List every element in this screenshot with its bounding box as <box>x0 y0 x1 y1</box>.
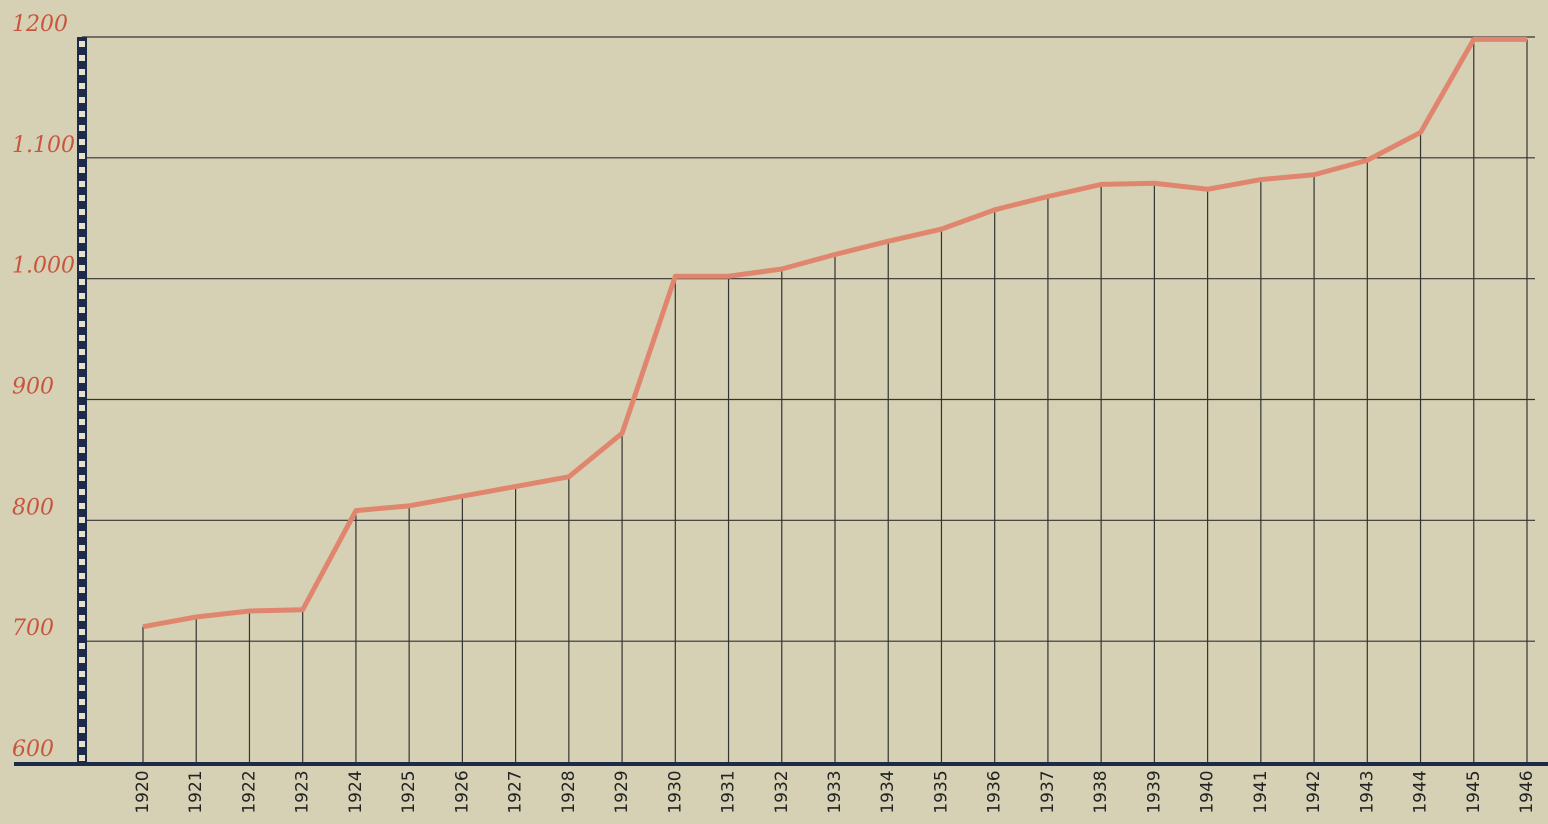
y-axis-check <box>79 293 85 299</box>
y-axis-check <box>79 251 85 257</box>
y-axis-check <box>79 447 85 453</box>
y-axis-check <box>79 475 85 481</box>
y-axis-check <box>79 741 85 747</box>
y-axis-check <box>79 727 85 733</box>
y-tick-label: 900 <box>12 375 54 400</box>
x-tick-label: 1943 <box>1357 770 1377 813</box>
x-tick-label: 1934 <box>878 770 898 813</box>
y-axis-check <box>79 83 85 89</box>
x-tick-label: 1920 <box>133 770 153 813</box>
y-axis-check <box>79 419 85 425</box>
y-tick-label: 800 <box>12 495 54 520</box>
y-axis-check <box>79 531 85 537</box>
y-axis-check <box>79 321 85 327</box>
y-tick-label: 1200 <box>12 12 68 37</box>
x-tick-label: 1933 <box>825 770 845 813</box>
x-tick-label: 1931 <box>719 770 739 813</box>
x-tick-label: 1922 <box>239 770 259 813</box>
x-tick-label: 1935 <box>931 770 951 813</box>
y-axis-check <box>79 195 85 201</box>
y-axis-check <box>79 335 85 341</box>
y-axis-check <box>79 223 85 229</box>
x-tick-label: 1944 <box>1411 770 1431 813</box>
y-axis-check <box>79 643 85 649</box>
x-tick-label: 1937 <box>1038 770 1058 813</box>
x-tick-label: 1941 <box>1251 770 1271 813</box>
y-axis-check <box>79 587 85 593</box>
y-axis-check <box>79 699 85 705</box>
y-tick-label: 600 <box>12 737 54 762</box>
y-axis-check <box>79 111 85 117</box>
y-tick-label: 1.100 <box>12 133 75 158</box>
x-tick-label: 1921 <box>186 770 206 813</box>
y-axis-check <box>79 601 85 607</box>
y-axis-check <box>79 755 85 761</box>
y-axis-check <box>79 307 85 313</box>
y-axis-check <box>79 713 85 719</box>
y-axis-check <box>79 503 85 509</box>
x-tick-label: 1926 <box>452 770 472 813</box>
x-tick-label: 1936 <box>985 770 1005 813</box>
x-tick-label: 1946 <box>1517 770 1537 813</box>
y-axis-check <box>79 237 85 243</box>
y-axis-check <box>79 181 85 187</box>
y-axis-check <box>79 461 85 467</box>
x-tick-label: 1928 <box>559 770 579 813</box>
y-axis-check <box>79 265 85 271</box>
y-axis-check <box>79 517 85 523</box>
y-axis-check <box>79 545 85 551</box>
x-tick-label: 1925 <box>399 770 419 813</box>
y-axis-check <box>79 489 85 495</box>
y-tick-label: 700 <box>12 616 54 641</box>
y-axis-check <box>79 573 85 579</box>
y-axis-check <box>79 349 85 355</box>
y-tick-label: 1.000 <box>12 254 75 279</box>
y-axis-check <box>79 125 85 131</box>
y-axis-check <box>79 139 85 145</box>
y-axis-check <box>79 69 85 75</box>
y-axis-check <box>79 559 85 565</box>
x-tick-label: 1930 <box>665 770 685 813</box>
y-axis-check <box>79 391 85 397</box>
x-tick-label: 1939 <box>1144 770 1164 813</box>
x-tick-label: 1923 <box>293 770 313 813</box>
y-axis-check <box>79 209 85 215</box>
y-axis-check <box>79 685 85 691</box>
x-tick-label: 1932 <box>772 770 792 813</box>
x-tick-label: 1927 <box>506 770 526 813</box>
line <box>142 36 1527 630</box>
y-axis-check <box>79 671 85 677</box>
x-tick-label: 1924 <box>346 770 366 813</box>
y-axis-check <box>79 629 85 635</box>
y-axis-check <box>79 279 85 285</box>
y-axis-check <box>79 615 85 621</box>
x-tick-label: 1929 <box>612 770 632 813</box>
y-axis-check <box>79 41 85 47</box>
y-axis-check <box>79 377 85 383</box>
y-axis-check <box>79 433 85 439</box>
y-axis-check <box>79 405 85 411</box>
y-axis-check <box>79 363 85 369</box>
y-axis-check <box>79 657 85 663</box>
x-tick-label: 1938 <box>1091 770 1111 813</box>
y-axis-check <box>79 97 85 103</box>
x-tick-label: 1940 <box>1198 770 1218 813</box>
y-axis <box>77 37 87 762</box>
x-tick-label: 1945 <box>1464 770 1484 813</box>
y-axis-check <box>79 167 85 173</box>
y-axis-check <box>79 153 85 159</box>
x-tick-label: 1942 <box>1304 770 1324 813</box>
y-axis-check <box>79 55 85 61</box>
